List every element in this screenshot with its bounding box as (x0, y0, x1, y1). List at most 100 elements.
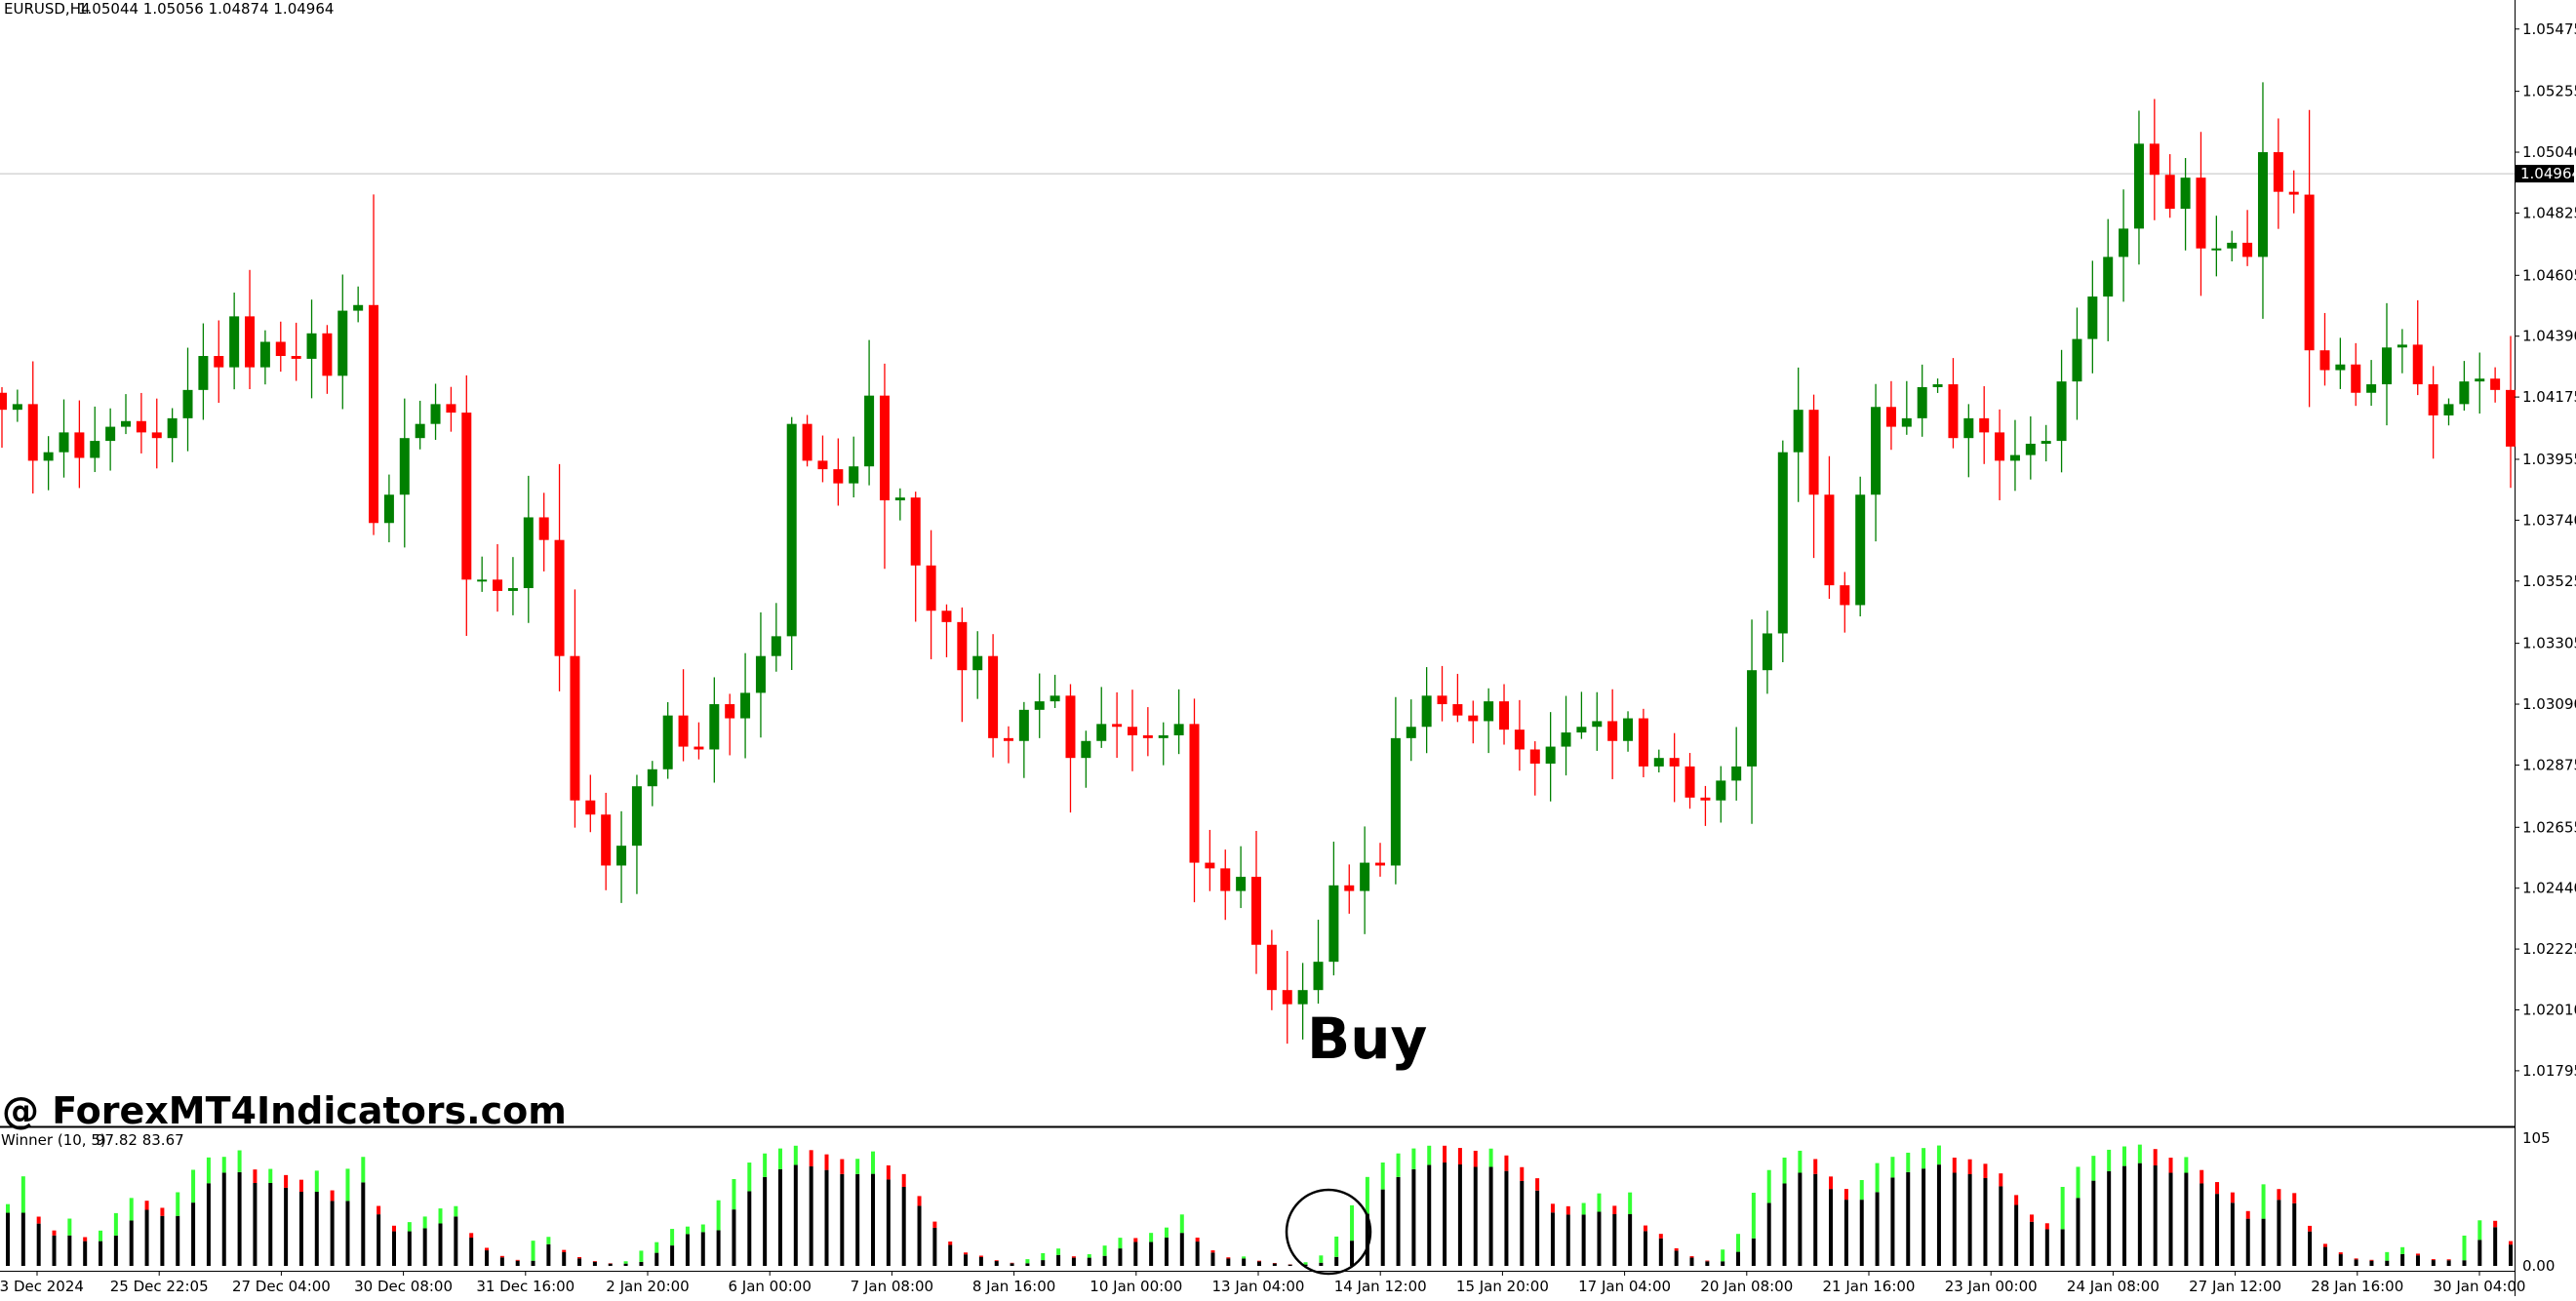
time-tick-label: 24 Jan 08:00 (2067, 1278, 2160, 1295)
candle (493, 543, 503, 612)
candle (1871, 383, 1882, 542)
candle (1963, 404, 1974, 478)
time-tick-label: 2 Jan 20:00 (606, 1278, 689, 1295)
candle-body (2273, 152, 2283, 192)
candle-body (2397, 344, 2407, 348)
candle-body (2119, 228, 2129, 257)
candle (755, 611, 766, 738)
candle-body (1344, 885, 1355, 891)
candle (1514, 699, 1525, 771)
candle (2273, 118, 2283, 229)
candle (27, 361, 38, 494)
candle (1793, 367, 1803, 502)
candle (12, 389, 22, 422)
candle (430, 383, 441, 441)
candle-body (957, 621, 968, 671)
candle (1297, 963, 1308, 1040)
candle-body (849, 466, 859, 484)
candle-body (910, 497, 921, 566)
candle (477, 556, 488, 592)
candle-body (59, 432, 69, 453)
candle-body (167, 417, 178, 439)
candle-body (275, 341, 286, 357)
candle-body (2087, 296, 2098, 339)
candle (121, 394, 132, 435)
candle-body (0, 392, 7, 411)
price-tick-label: 1.04175 (2522, 388, 2576, 406)
candle-body (1034, 701, 1045, 710)
candle (2304, 109, 2315, 408)
candle-body (1607, 721, 1618, 741)
candle-body (90, 441, 100, 458)
time-tick-label: 30 Jan 04:00 (2434, 1278, 2526, 1295)
candle-body (2304, 194, 2315, 351)
candle (1096, 687, 1107, 748)
time-tick-label: 21 Jan 16:00 (1823, 1278, 1916, 1295)
time-axis[interactable]: 23 Dec 2024 25 Dec 22:05 27 Dec 04:00 30 De… (0, 1271, 2525, 1295)
price-tick-label: 1.05475 (2522, 20, 2576, 38)
hist-tick-label: 0.00 (2522, 1257, 2555, 1275)
candle (1127, 690, 1137, 771)
candle (446, 386, 456, 432)
candle-body (1003, 737, 1013, 741)
candle (2506, 335, 2516, 489)
candle-body (1127, 727, 1137, 735)
price-tick-label: 1.04390 (2522, 328, 2576, 345)
candle-body (1731, 766, 1742, 781)
candle (182, 347, 193, 452)
candle-body (43, 452, 54, 461)
candle (2319, 312, 2330, 386)
candle (2087, 260, 2098, 374)
candle (1034, 673, 1045, 738)
candle (1561, 695, 1571, 776)
time-tick-label: 13 Jan 04:00 (1212, 1278, 1305, 1295)
candle (1917, 364, 1927, 437)
price-tick-label: 1.02225 (2522, 940, 2576, 958)
candle-body (245, 316, 256, 368)
candle-body (383, 494, 394, 524)
candle-body (1452, 704, 1463, 716)
candle (2041, 424, 2051, 462)
time-tick-label: 23 Dec 2024 (0, 1278, 84, 1295)
hist-tick-label: 105 (2522, 1129, 2551, 1147)
candle-body (1793, 410, 1803, 453)
candle-body (1529, 749, 1540, 764)
candle-body (1576, 727, 1587, 733)
candle-body (802, 423, 812, 461)
candle-body (1917, 386, 1927, 418)
candle (1065, 684, 1076, 813)
time-tick-label: 25 Dec 22:05 (110, 1278, 209, 1295)
price-axis[interactable]: 1.05475 1.05255 1.05040 1.04825 1.04605 1.043… (2515, 20, 2576, 1275)
time-tick-label: 28 Jan 16:00 (2311, 1278, 2403, 1295)
candle (2257, 82, 2268, 319)
candle (1452, 673, 1463, 723)
candle (972, 631, 983, 699)
candle (415, 400, 425, 450)
candle (461, 375, 472, 636)
candle (275, 321, 286, 373)
candle-body (306, 333, 317, 359)
candle (59, 399, 69, 478)
price-tick-label: 1.02440 (2522, 880, 2576, 897)
candle (1747, 619, 1758, 824)
candle-body (1963, 417, 1974, 439)
candle (1484, 688, 1494, 754)
candle (151, 398, 162, 469)
candle-body (694, 746, 704, 750)
candle-body (2428, 384, 2438, 415)
candle-body (1360, 862, 1370, 891)
time-tick-label: 14 Jan 12:00 (1334, 1278, 1427, 1295)
candle (259, 330, 270, 385)
candle (631, 774, 642, 894)
current-price-label: 1.04964 (2520, 165, 2576, 182)
candle-body (2133, 143, 2144, 229)
candle (570, 589, 580, 828)
candle (1003, 726, 1013, 764)
candle (1545, 712, 1556, 802)
candle (2335, 337, 2346, 389)
candle-body (631, 786, 642, 847)
candle-body (894, 497, 905, 501)
candle-body (1205, 862, 1215, 869)
